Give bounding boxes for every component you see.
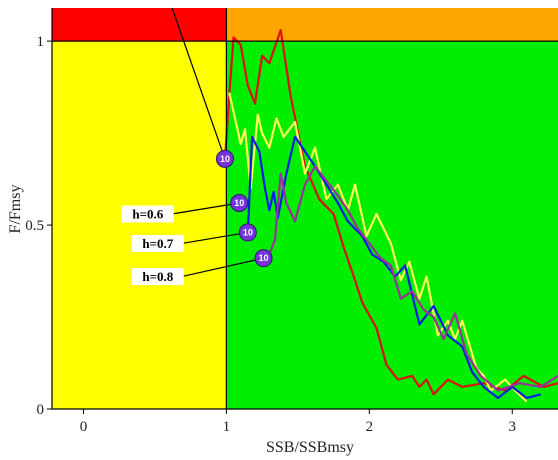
start-marker-3 (238, 223, 257, 242)
x-tick-label-2: 2 (366, 419, 374, 435)
start-marker-label-2: 10 (234, 198, 244, 208)
start-marker-label-1: 10 (220, 154, 230, 164)
start-marker-1 (215, 149, 234, 168)
y-axis-label: F/Fmsy (7, 185, 24, 234)
plot-frame (51, 8, 558, 410)
annotation-leader-1 (171, 202, 240, 215)
annotation-box-2 (131, 234, 184, 252)
start-marker-label-4: 10 (259, 253, 269, 263)
annotations: h=0.6 h=0.7 h=0.8 (121, 202, 264, 286)
background-zones (52, 8, 558, 409)
series-line-3 (246, 135, 542, 400)
zone-recovering (226, 8, 558, 42)
series-line-4 (262, 165, 558, 392)
start-marker-4 (254, 249, 273, 268)
zone-overfished (52, 41, 227, 409)
pointer-line-segment (171, 7, 226, 160)
y-tick-label-1: 0.5 (25, 218, 44, 234)
annotation-label-3: h=0.8 (142, 269, 173, 284)
pointer-line (171, 7, 226, 160)
x-axis-ticks: 0 1 2 3 (80, 409, 516, 435)
series-line-2 (228, 92, 528, 403)
annotation-box-1 (121, 205, 174, 223)
x-axis-label: SSB/SSBmsy (266, 439, 354, 456)
y-axis-ticks: 00.51 (25, 34, 52, 418)
y-tick-label-2: 1 (37, 34, 45, 50)
annotation-leader-2 (181, 231, 248, 245)
annotation-label-2: h=0.7 (142, 236, 173, 251)
series-line-1 (223, 29, 558, 396)
y-tick-label-0: 0 (37, 402, 45, 418)
start-markers: 10 10 10 10 (215, 149, 273, 268)
series-lines (223, 29, 558, 403)
x-tick-label-3: 3 (509, 419, 517, 435)
zone-overfishing (52, 8, 227, 42)
start-marker-2 (230, 193, 249, 212)
start-marker-label-3: 10 (243, 227, 253, 237)
zone-healthy (226, 41, 558, 409)
annotation-box-3 (131, 268, 184, 286)
annotation-leader-3 (181, 257, 264, 278)
x-tick-label-0: 0 (80, 419, 88, 435)
annotation-label-1: h=0.6 (132, 207, 163, 222)
x-tick-label-1: 1 (223, 419, 231, 435)
